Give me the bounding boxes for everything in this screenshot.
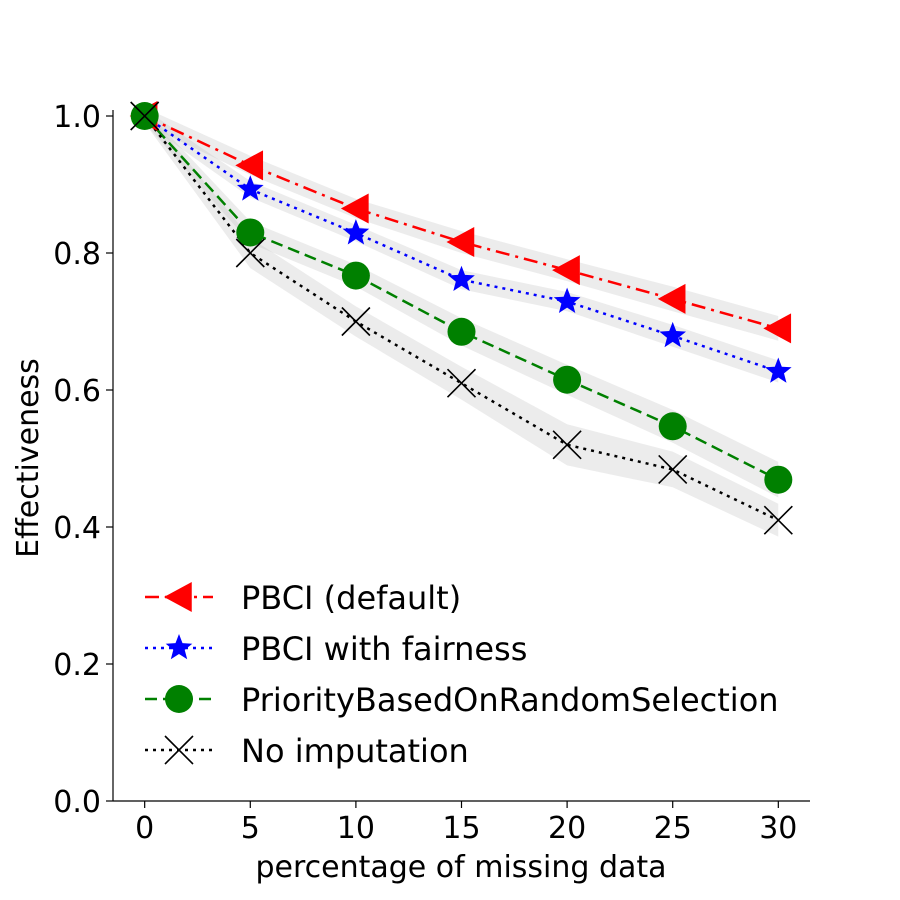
band-series-4: [144, 109, 779, 537]
x-tick-label: 30: [759, 811, 797, 846]
confidence-bands: [144, 107, 779, 537]
point-series-3-x10: [341, 261, 370, 290]
x-tick-label: 15: [442, 811, 480, 846]
legend-marker-4: [164, 735, 194, 765]
legend-marker-3: [165, 685, 193, 713]
series-markers: [129, 101, 793, 535]
band-series-2: [144, 109, 779, 383]
band-series-1: [144, 107, 779, 341]
point-series-3-x20: [553, 365, 582, 394]
x-axis-label: percentage of missing data: [255, 850, 666, 885]
legend: PBCI (default) PBCI with fairness Priority…: [145, 579, 779, 770]
y-axis-label: Effectiveness: [11, 358, 46, 558]
point-series-2-x15: [448, 265, 475, 291]
point-series-3-x15: [447, 317, 476, 346]
point-series-4-x20: [552, 430, 582, 460]
point-series-2-x10: [342, 219, 370, 245]
y-tick-label: 0.6: [53, 374, 101, 409]
point-series-1-x5: [235, 150, 264, 181]
x-tick-label: 20: [548, 811, 586, 846]
y-tick-label: 0.2: [53, 648, 101, 683]
y-tick-label: 0.4: [53, 511, 101, 546]
y-tick-label: 0.0: [53, 785, 101, 820]
x-tick-label: 5: [241, 811, 260, 846]
point-series-1-x15: [446, 227, 475, 258]
point-series-4-x25: [658, 454, 688, 485]
point-series-1-x20: [552, 255, 580, 286]
legend-marker-1: [164, 582, 192, 612]
point-series-4-x0: [130, 101, 160, 131]
band-series-3: [144, 109, 779, 498]
y-tick-label: 1.0: [53, 100, 101, 135]
x-tick-label: 0: [135, 811, 154, 846]
legend-label-1: PBCI (default): [241, 579, 461, 617]
point-series-1-x10: [340, 193, 369, 224]
y-tick-label: 0.8: [53, 237, 101, 272]
legend-label-3: PriorityBasedOnRandomSelection: [241, 681, 779, 719]
point-series-4-x15: [446, 368, 477, 398]
legend-marker-2: [165, 634, 193, 660]
point-series-3-x30: [764, 465, 793, 494]
point-series-4-x5: [235, 238, 265, 268]
point-series-2-x30: [765, 357, 792, 383]
point-series-1-x30: [763, 313, 792, 344]
point-series-1-x25: [657, 283, 686, 314]
point-series-4-x10: [341, 306, 371, 337]
x-tick-label: 10: [337, 811, 375, 846]
point-series-2-x20: [553, 287, 581, 313]
point-series-3-x25: [658, 412, 687, 441]
axes: 0 5 10 15 20 25 30 0.0 0.2 0.4 0.6 0.8 1.0: [53, 100, 810, 846]
point-series-2-x5: [237, 175, 264, 201]
point-series-3-x5: [236, 218, 265, 247]
x-tick-label: 25: [654, 811, 692, 846]
point-series-2-x25: [659, 321, 686, 348]
legend-label-2: PBCI with fairness: [241, 630, 527, 668]
legend-label-4: No imputation: [241, 732, 469, 770]
point-series-4-x30: [763, 505, 793, 535]
